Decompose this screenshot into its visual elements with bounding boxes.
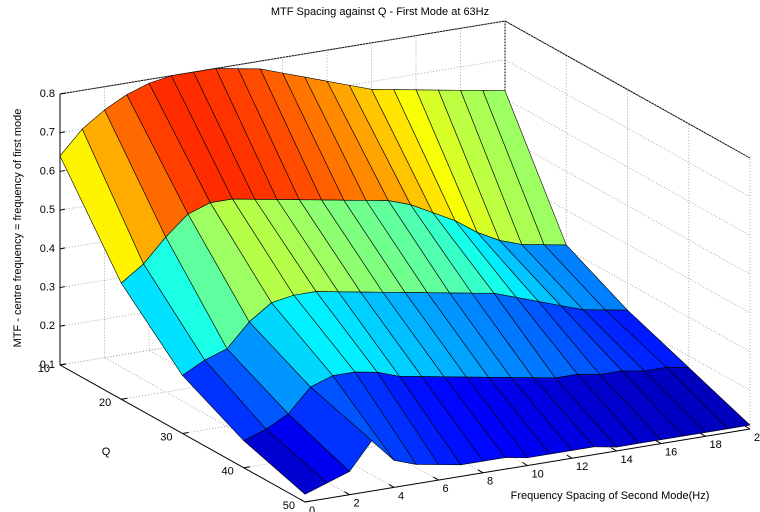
y-tick: [182, 432, 189, 434]
y-tick: [59, 363, 67, 366]
x-tick: [744, 425, 751, 430]
y-tick-label: 20: [99, 397, 111, 409]
z-tick-label: 0.2: [40, 320, 55, 332]
x-tick-label: 2: [354, 498, 360, 510]
surface-patch: [243, 428, 328, 495]
z-tick-label: 0.7: [40, 127, 55, 139]
z-tick: [59, 286, 66, 289]
x-axis-label: Frequency Spacing of Second Mode(Hz): [511, 490, 710, 502]
z-tick-label: 0.8: [40, 88, 55, 100]
x-tick-label: 8: [487, 476, 493, 488]
z-tick-label: 0.6: [40, 165, 55, 177]
z-axis-label: MTF - centre frequency = frequency of fi…: [12, 109, 24, 348]
z-tick: [59, 92, 66, 95]
x-tick: [611, 447, 617, 452]
x-tick-label: 6: [443, 483, 449, 495]
x-tick: [299, 498, 306, 503]
z-tick: [59, 247, 66, 250]
y-tick-label: 50: [283, 500, 295, 512]
x-tick: [388, 483, 395, 488]
x-tick: [655, 440, 662, 445]
z-tick-label: 0.4: [40, 243, 55, 255]
x-tick-label: 10: [532, 468, 544, 480]
x-tick-label: 14: [621, 454, 633, 466]
x-tick: [344, 491, 350, 496]
x-tick-label: 18: [710, 439, 722, 451]
y-tick-label: 40: [222, 466, 234, 478]
x-tick: [522, 462, 528, 466]
z-tick-label: 0.1: [40, 359, 55, 371]
x-tick: [566, 454, 573, 459]
x-tick-label: 0: [309, 505, 315, 512]
z-tick-label: 0.5: [40, 204, 55, 216]
x-tick-label: 20: [754, 432, 760, 444]
y-tick-label: 30: [160, 431, 172, 443]
z-tick: [59, 324, 66, 327]
z-tick: [59, 208, 66, 211]
y-tick: [304, 500, 312, 503]
x-tick-label: 12: [576, 461, 588, 473]
z-tick-label: 0.3: [40, 281, 55, 293]
z-tick: [59, 131, 66, 134]
y-tick-label: 10: [38, 363, 50, 375]
z-tick: [59, 169, 66, 172]
x-tick-label: 16: [665, 447, 677, 459]
chart-title: MTF Spacing against Q - First Mode at 63…: [271, 6, 489, 18]
x-tick-label: 4: [398, 490, 404, 502]
x-tick: [700, 432, 706, 437]
y-axis-label: Q: [102, 446, 111, 458]
x-tick: [433, 476, 439, 481]
y-tick: [243, 466, 250, 469]
x-tick: [477, 469, 484, 474]
y-tick: [121, 397, 128, 400]
